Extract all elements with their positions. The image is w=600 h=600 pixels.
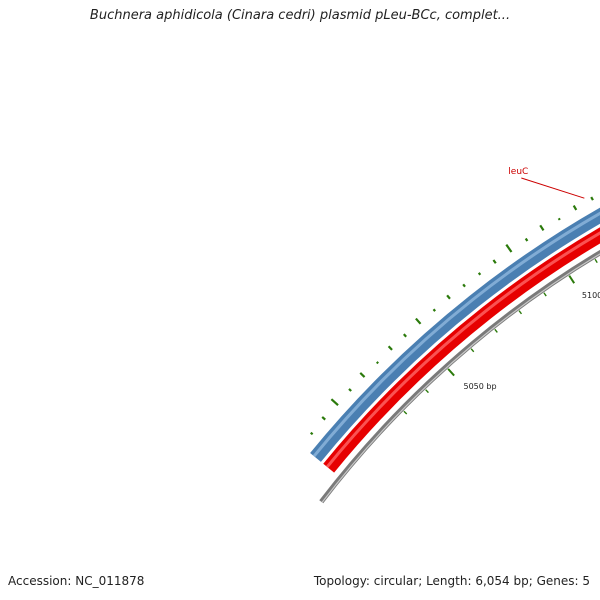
tick-label-5050: 5050 bp xyxy=(464,382,497,391)
gc-tick xyxy=(462,283,466,288)
gc-tick xyxy=(310,431,314,436)
gene-labels: leuCleuD xyxy=(508,167,585,199)
gc-tick xyxy=(402,333,407,338)
gc-tick xyxy=(375,361,379,365)
backbone-arc xyxy=(319,249,600,504)
tick-label-5100: 5100 bp xyxy=(582,291,600,300)
gc-tick xyxy=(446,294,451,300)
gene-arc-leuC-reverse-highlight xyxy=(325,231,600,468)
accession-label: Accession: NC_011878 xyxy=(8,574,145,588)
topology-summary: Topology: circular; Length: 6,054 bp; Ge… xyxy=(313,574,590,588)
map-title: Buchnera aphidicola (Cinara cedri) plasm… xyxy=(89,8,511,23)
scale-tick xyxy=(425,389,429,394)
scale-tick xyxy=(470,348,475,353)
gc-tick xyxy=(432,308,436,312)
gc-tick xyxy=(572,205,578,211)
gc-tick xyxy=(524,237,529,242)
gc-tick xyxy=(330,398,339,406)
sequence-backbone xyxy=(319,249,600,504)
gc-tick xyxy=(505,244,513,253)
gene-arc-leuC-forward xyxy=(310,207,600,462)
scale-tick xyxy=(447,368,455,377)
scale-tick xyxy=(518,310,523,315)
gene-arc-leuC-forward-highlight xyxy=(312,211,600,458)
gc-tick xyxy=(348,388,352,392)
gc-tick xyxy=(539,224,545,231)
gc-tick xyxy=(492,259,497,264)
gc-tick xyxy=(321,416,326,421)
backbone-highlight xyxy=(321,253,600,503)
scale-tick xyxy=(403,410,408,415)
scale-tick xyxy=(594,258,598,264)
gene-label-leuC: leuC xyxy=(508,167,528,177)
leader-line-leuC xyxy=(521,177,585,199)
gc-content-ticks xyxy=(310,196,594,436)
gene-arc-leuC-reverse xyxy=(323,227,600,473)
gene-tracks xyxy=(310,207,600,473)
scale-tick xyxy=(568,275,576,284)
scale-tick xyxy=(494,328,498,333)
gc-tick xyxy=(359,372,366,378)
gc-tick xyxy=(387,345,393,351)
gc-tick xyxy=(415,317,422,325)
scale-tick xyxy=(543,292,547,297)
gc-tick xyxy=(477,272,482,276)
gc-tick xyxy=(590,196,594,201)
gc-tick xyxy=(557,217,561,221)
